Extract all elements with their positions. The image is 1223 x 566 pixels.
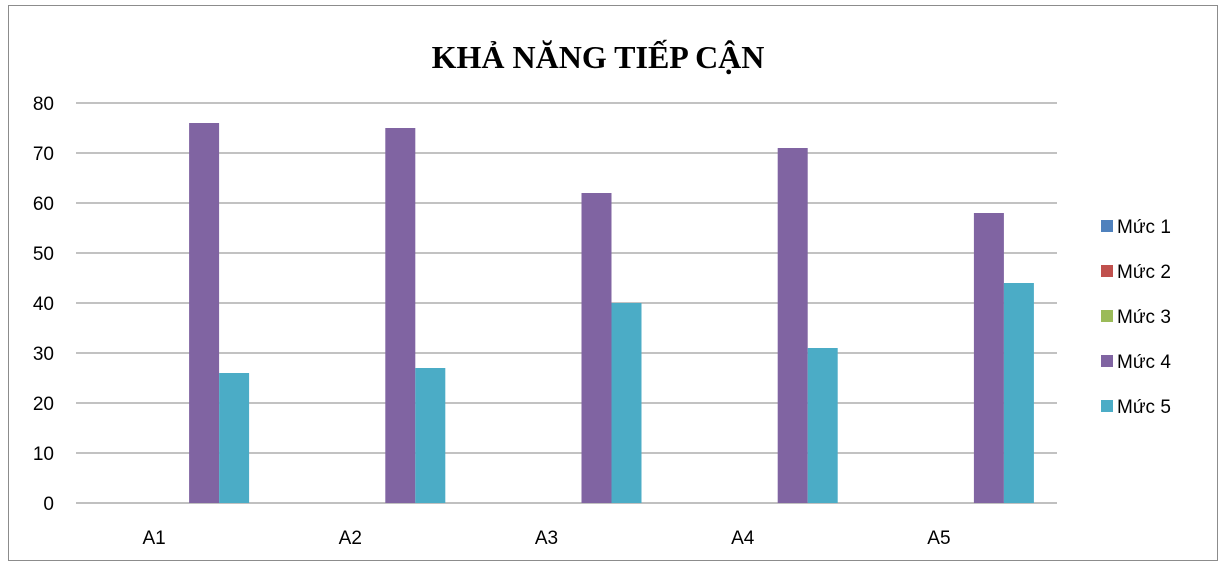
bar (219, 373, 250, 503)
y-tick-label: 70 (33, 144, 54, 165)
y-tick-label: 60 (33, 194, 54, 215)
legend-swatch (1101, 310, 1113, 322)
x-tick-label: A3 (535, 528, 558, 549)
x-tick-label: A5 (927, 528, 950, 549)
legend-label: Mức 2 (1117, 262, 1171, 283)
bar (385, 128, 416, 503)
bar (807, 348, 838, 503)
y-tick-label: 40 (33, 294, 54, 315)
legend-swatch (1101, 265, 1113, 277)
legend-label: Mức 4 (1117, 352, 1171, 373)
y-tick-label: 80 (33, 94, 54, 115)
bar (611, 303, 642, 503)
bars (189, 123, 1034, 503)
y-tick-label: 50 (33, 244, 54, 265)
y-tick-label: 30 (33, 344, 54, 365)
y-tick-label: 10 (33, 444, 54, 465)
x-tick-label: A1 (142, 528, 165, 549)
bar (1003, 283, 1034, 503)
bar (415, 368, 446, 503)
legend: Mức 1 Mức 2 Mức 3 Mức 4 Mức 5 (1101, 217, 1171, 418)
legend-swatch (1101, 355, 1113, 367)
legend-label: Mức 1 (1117, 217, 1171, 238)
x-tick-label: A4 (731, 528, 755, 549)
x-axis-ticks: A1 A2 A3 A4 A5 (142, 528, 950, 549)
bar (581, 193, 612, 503)
y-tick-label: 20 (33, 394, 54, 415)
legend-swatch (1101, 220, 1113, 232)
y-tick-label: 0 (43, 494, 54, 515)
legend-label: Mức 5 (1117, 397, 1171, 418)
legend-label: Mức 3 (1117, 307, 1171, 328)
bar (777, 148, 808, 503)
legend-swatch (1101, 400, 1113, 412)
chart-title: KHẢ NĂNG TIẾP CẬN (432, 39, 765, 75)
bar (189, 123, 220, 503)
y-axis-ticks: 0 10 20 30 40 50 60 70 80 (33, 94, 54, 515)
x-tick-label: A2 (339, 528, 362, 549)
bar (973, 213, 1004, 503)
